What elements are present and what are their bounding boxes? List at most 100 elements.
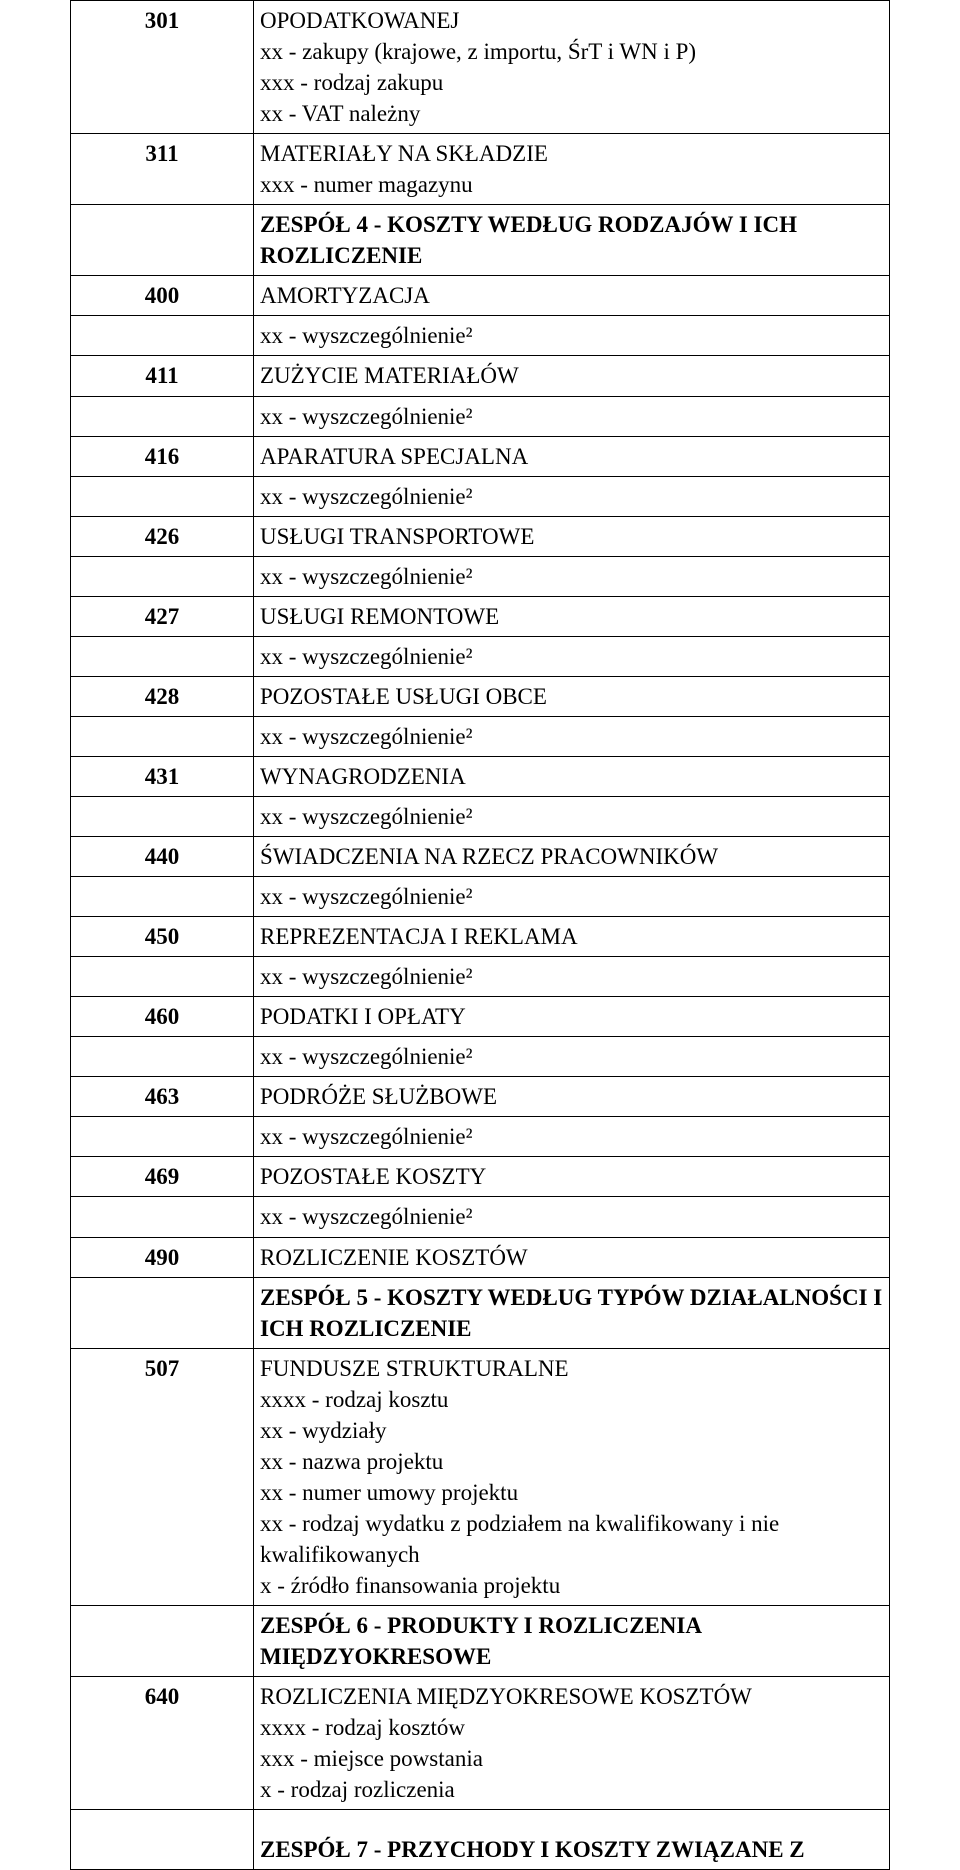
account-description: FUNDUSZE STRUKTURALNExxxx - rodzaj koszt… <box>254 1348 890 1605</box>
table-row: xx - wyszczególnienie² <box>71 957 890 997</box>
table-row: xx - wyszczególnienie² <box>71 316 890 356</box>
account-code: 469 <box>71 1157 254 1197</box>
account-description: xx - wyszczególnienie² <box>254 877 890 917</box>
account-description: xx - wyszczególnienie² <box>254 1117 890 1157</box>
account-code: 427 <box>71 596 254 636</box>
account-code: 428 <box>71 676 254 716</box>
description-line: ZESPÓŁ 7 - PRZYCHODY I KOSZTY ZWIĄZANE Z <box>260 1834 883 1865</box>
account-code <box>71 1810 254 1870</box>
table-row: xx - wyszczególnienie² <box>71 636 890 676</box>
description-line: ROZLICZENIE KOSZTÓW <box>260 1242 883 1273</box>
description-line: xx - wyszczególnienie² <box>260 1041 883 1072</box>
accounts-table: 301OPODATKOWANEJxx - zakupy (krajowe, z … <box>70 0 890 1870</box>
account-description: POZOSTAŁE KOSZTY <box>254 1157 890 1197</box>
description-line: xx - wyszczególnienie² <box>260 801 883 832</box>
table-row: ZESPÓŁ 4 - KOSZTY WEDŁUG RODZAJÓW I ICH … <box>71 205 890 276</box>
account-code <box>71 205 254 276</box>
table-row: xx - wyszczególnienie² <box>71 1117 890 1157</box>
description-line: xxx - rodzaj zakupu <box>260 67 883 98</box>
description-line: xx - VAT należny <box>260 98 883 129</box>
table-row: 463PODRÓŻE SŁUŻBOWE <box>71 1077 890 1117</box>
account-description: REPREZENTACJA I REKLAMA <box>254 917 890 957</box>
description-line: xxx - miejsce powstania <box>260 1743 883 1774</box>
account-description: PODATKI I OPŁATY <box>254 997 890 1037</box>
description-line: ROZLICZENIA MIĘDZYOKRESOWE KOSZTÓW <box>260 1681 883 1712</box>
table-row: 450REPREZENTACJA I REKLAMA <box>71 917 890 957</box>
table-row: xx - wyszczególnienie² <box>71 1197 890 1237</box>
account-description: AMORTYZACJA <box>254 276 890 316</box>
account-description: ZESPÓŁ 7 - PRZYCHODY I KOSZTY ZWIĄZANE Z <box>254 1810 890 1870</box>
account-description: xx - wyszczególnienie² <box>254 1197 890 1237</box>
account-description: xx - wyszczególnienie² <box>254 556 890 596</box>
table-row: 411ZUŻYCIE MATERIAŁÓW <box>71 356 890 396</box>
description-line: POZOSTAŁE KOSZTY <box>260 1161 883 1192</box>
table-row: xx - wyszczególnienie² <box>71 877 890 917</box>
account-code: 507 <box>71 1348 254 1605</box>
account-code <box>71 1117 254 1157</box>
description-line: x - rodzaj rozliczenia <box>260 1774 883 1805</box>
description-line: OPODATKOWANEJ <box>260 5 883 36</box>
description-line: ZESPÓŁ 6 - PRODUKTY I ROZLICZENIA MIĘDZY… <box>260 1610 883 1672</box>
table-row: 507FUNDUSZE STRUKTURALNExxxx - rodzaj ko… <box>71 1348 890 1605</box>
account-description: xx - wyszczególnienie² <box>254 396 890 436</box>
table-row: xx - wyszczególnienie² <box>71 556 890 596</box>
description-line: ZESPÓŁ 5 - KOSZTY WEDŁUG TYPÓW DZIAŁALNO… <box>260 1282 883 1344</box>
table-row: xx - wyszczególnienie² <box>71 476 890 516</box>
description-line: PODRÓŻE SŁUŻBOWE <box>260 1081 883 1112</box>
account-description: xx - wyszczególnienie² <box>254 716 890 756</box>
account-code: 400 <box>71 276 254 316</box>
table-row: xx - wyszczególnienie² <box>71 396 890 436</box>
description-line: REPREZENTACJA I REKLAMA <box>260 921 883 952</box>
table-row: xx - wyszczególnienie² <box>71 716 890 756</box>
account-description: USŁUGI TRANSPORTOWE <box>254 516 890 556</box>
account-description: MATERIAŁY NA SKŁADZIExxx - numer magazyn… <box>254 134 890 205</box>
description-line: xx - nazwa projektu <box>260 1446 883 1477</box>
table-row: ZESPÓŁ 5 - KOSZTY WEDŁUG TYPÓW DZIAŁALNO… <box>71 1277 890 1348</box>
table-row: xx - wyszczególnienie² <box>71 796 890 836</box>
description-line: xx - wyszczególnienie² <box>260 881 883 912</box>
account-code <box>71 476 254 516</box>
description-line: xx - wyszczególnienie² <box>260 1121 883 1152</box>
description-line: xx - wyszczególnienie² <box>260 401 883 432</box>
table-row: 469POZOSTAŁE KOSZTY <box>71 1157 890 1197</box>
description-line: ZUŻYCIE MATERIAŁÓW <box>260 360 883 391</box>
account-description: APARATURA SPECJALNA <box>254 436 890 476</box>
account-description: USŁUGI REMONTOWE <box>254 596 890 636</box>
description-line: xx - wyszczególnienie² <box>260 961 883 992</box>
description-line: x - źródło finansowania projektu <box>260 1570 883 1601</box>
description-line: xxx - numer magazynu <box>260 169 883 200</box>
table-row: xx - wyszczególnienie² <box>71 1037 890 1077</box>
account-code: 640 <box>71 1677 254 1810</box>
account-code: 416 <box>71 436 254 476</box>
description-line: APARATURA SPECJALNA <box>260 441 883 472</box>
table-row: 460PODATKI I OPŁATY <box>71 997 890 1037</box>
account-description: POZOSTAŁE USŁUGI OBCE <box>254 676 890 716</box>
account-code <box>71 1197 254 1237</box>
account-description: ŚWIADCZENIA NA RZECZ PRACOWNIKÓW <box>254 837 890 877</box>
description-line: xxxx - rodzaj kosztu <box>260 1384 883 1415</box>
table-row: ZESPÓŁ 6 - PRODUKTY I ROZLICZENIA MIĘDZY… <box>71 1606 890 1677</box>
account-code <box>71 957 254 997</box>
account-code: 460 <box>71 997 254 1037</box>
account-description: ZESPÓŁ 4 - KOSZTY WEDŁUG RODZAJÓW I ICH … <box>254 205 890 276</box>
account-description: xx - wyszczególnienie² <box>254 636 890 676</box>
account-description: xx - wyszczególnienie² <box>254 1037 890 1077</box>
account-code <box>71 1037 254 1077</box>
table-row: 311MATERIAŁY NA SKŁADZIExxx - numer maga… <box>71 134 890 205</box>
account-code <box>71 636 254 676</box>
account-description: ROZLICZENIA MIĘDZYOKRESOWE KOSZTÓWxxxx -… <box>254 1677 890 1810</box>
account-code: 301 <box>71 1 254 134</box>
account-description: PODRÓŻE SŁUŻBOWE <box>254 1077 890 1117</box>
table-row: 640ROZLICZENIA MIĘDZYOKRESOWE KOSZTÓWxxx… <box>71 1677 890 1810</box>
table-row: 440ŚWIADCZENIA NA RZECZ PRACOWNIKÓW <box>71 837 890 877</box>
account-code: 490 <box>71 1237 254 1277</box>
account-code <box>71 1606 254 1677</box>
description-line: POZOSTAŁE USŁUGI OBCE <box>260 681 883 712</box>
account-code: 411 <box>71 356 254 396</box>
table-row: 426USŁUGI TRANSPORTOWE <box>71 516 890 556</box>
description-line: xx - wyszczególnienie² <box>260 641 883 672</box>
table-row: ZESPÓŁ 7 - PRZYCHODY I KOSZTY ZWIĄZANE Z <box>71 1810 890 1870</box>
table-row: 431WYNAGRODZENIA <box>71 756 890 796</box>
description-line: xx - wyszczególnienie² <box>260 320 883 351</box>
account-code <box>71 1277 254 1348</box>
